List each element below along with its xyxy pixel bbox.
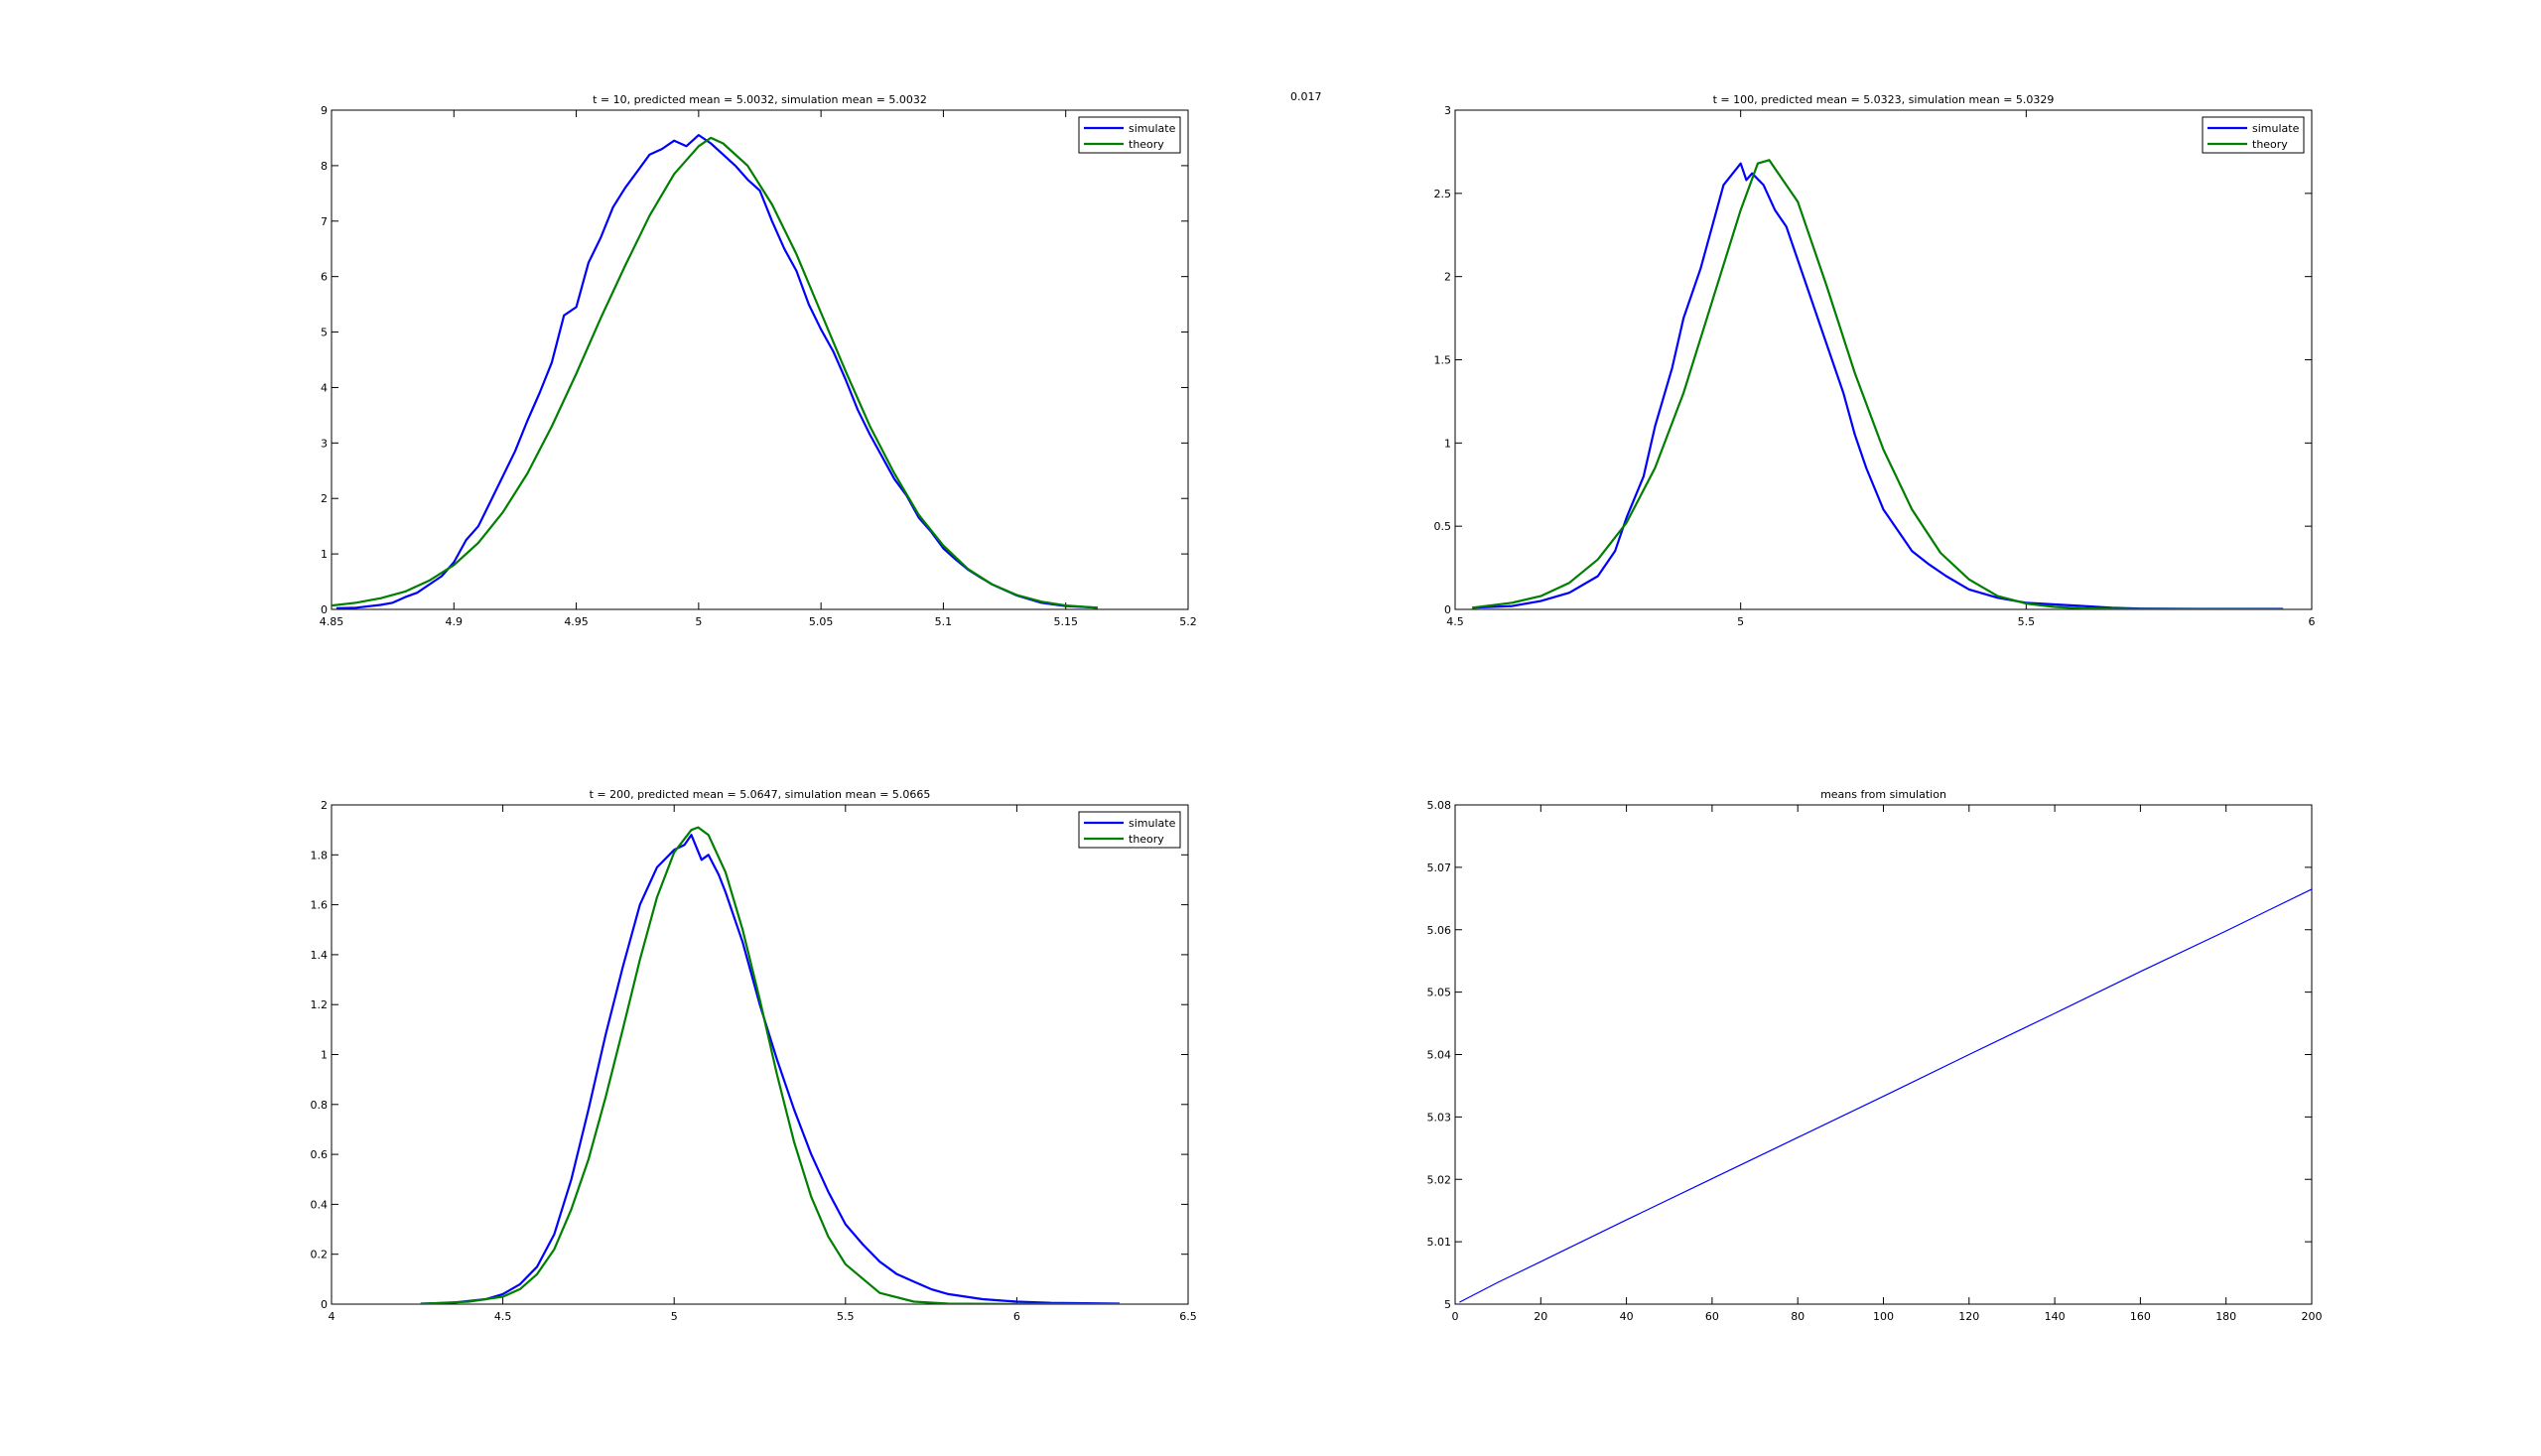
legend-box: [1078, 116, 1181, 154]
series-line-theory: [1472, 159, 2284, 609]
y-tick-label: 0.6: [311, 1148, 329, 1161]
y-tick-label: 0: [1444, 603, 1451, 616]
x-tick-label: 140: [2045, 1310, 2066, 1323]
chart-title: t = 10, predicted mean = 5.0032, simulat…: [593, 93, 927, 106]
y-tick-label: 1.6: [311, 899, 329, 912]
series-line-simulate: [420, 834, 1121, 1304]
y-tick-label: 9: [321, 104, 328, 117]
y-tick-label: 5.02: [1427, 1173, 1452, 1186]
y-tick-label: 5.04: [1427, 1049, 1452, 1062]
y-tick-label: 2.5: [1434, 188, 1452, 200]
x-tick-label: 5.15: [1053, 615, 1078, 628]
x-tick-label: 100: [1873, 1310, 1894, 1323]
y-tick-label: 5.01: [1427, 1236, 1452, 1249]
x-tick-label: 60: [1705, 1310, 1719, 1323]
chart-title: means from simulation: [1820, 788, 1946, 801]
y-tick-label: 5.08: [1427, 799, 1452, 812]
y-tick-label: 1: [321, 1049, 328, 1062]
x-tick-label: 5.05: [809, 615, 834, 628]
stray-label: 0.017: [1290, 90, 1322, 103]
x-tick-label: 4.85: [320, 615, 344, 628]
x-tick-label: 4.9: [446, 615, 464, 628]
series-line-theory: [332, 136, 1098, 609]
series-line-simulate: [335, 134, 1098, 609]
x-tick-label: 5.1: [935, 615, 953, 628]
chart-4: means from simulation 0 20 40 60 80 100 120 140 1…: [1427, 788, 2323, 1323]
y-tick-label: 2: [321, 799, 328, 812]
legend: simulate theory: [2202, 116, 2305, 154]
plot-area: [1454, 804, 2313, 1305]
legend-label-simulate: simulate: [2252, 122, 2300, 135]
legend-box: [1078, 811, 1181, 849]
plot-area: [1454, 109, 2313, 610]
y-tick-label: 0.2: [311, 1249, 329, 1261]
y-tick-label: 2: [321, 492, 328, 505]
legend-label-simulate: simulate: [1129, 817, 1176, 830]
x-tick-label: 4.95: [564, 615, 589, 628]
y-tick-label: 1: [321, 548, 328, 561]
x-tick-label: 6: [2309, 615, 2316, 628]
x-tick-label: 6.5: [1179, 1310, 1197, 1323]
x-tick-label: 5.5: [2018, 615, 2036, 628]
y-tick-label: 1.8: [311, 849, 329, 861]
legend-label-theory: theory: [1129, 833, 1164, 846]
x-tick-label: 120: [1958, 1310, 1979, 1323]
x-tick-label: 20: [1534, 1310, 1547, 1323]
x-tick-label: 5: [695, 615, 702, 628]
y-tick-label: 5.05: [1427, 987, 1452, 999]
y-tick-label: 5.03: [1427, 1111, 1452, 1124]
plot-area: [331, 804, 1189, 1305]
legend-box: [2202, 116, 2305, 154]
y-tick-label: 8: [321, 160, 328, 173]
y-tick-label: 4: [321, 381, 328, 394]
y-tick-label: 0.8: [311, 1099, 329, 1112]
legend: simulate theory: [1078, 116, 1181, 154]
y-tick-label: 1: [1444, 437, 1451, 450]
y-tick-label: 6: [321, 271, 328, 284]
y-tick-label: 5.07: [1427, 861, 1452, 874]
y-tick-label: 2: [1444, 271, 1451, 284]
x-tick-label: 4.5: [494, 1310, 512, 1323]
legend-label-theory: theory: [2252, 138, 2288, 151]
y-tick-label: 3: [321, 437, 328, 450]
y-tick-label: 3: [1444, 104, 1451, 117]
chart-title: t = 100, predicted mean = 5.0323, simula…: [1713, 93, 2055, 106]
y-tick-label: 0: [321, 1298, 328, 1311]
y-tick-label: 5.06: [1427, 924, 1452, 937]
y-tick-label: 1.4: [311, 949, 329, 962]
x-tick-label: 5: [1737, 615, 1744, 628]
x-tick-label: 80: [1791, 1310, 1805, 1323]
legend: simulate theory: [1078, 811, 1181, 849]
y-tick-label: 7: [321, 215, 328, 228]
y-tick-label: 5: [321, 327, 328, 339]
y-tick-label: 0.4: [311, 1198, 329, 1211]
chart-2: t = 100, predicted mean = 5.0323, simula…: [1434, 93, 2316, 628]
x-tick-label: 0: [1452, 1310, 1459, 1323]
y-tick-label: 1.2: [311, 998, 329, 1011]
legend-label-theory: theory: [1129, 138, 1164, 151]
x-tick-label: 180: [2215, 1310, 2236, 1323]
x-tick-label: 5: [671, 1310, 678, 1323]
x-tick-label: 6: [1013, 1310, 1020, 1323]
x-tick-label: 4: [329, 1310, 335, 1323]
y-tick-label: 1.5: [1434, 354, 1452, 367]
series-line-series-1: [1459, 888, 2312, 1303]
x-tick-label: 5.5: [837, 1310, 855, 1323]
y-tick-label: 0.5: [1434, 520, 1452, 533]
x-tick-label: 40: [1620, 1310, 1634, 1323]
legend-label-simulate: simulate: [1129, 122, 1176, 135]
y-tick-label: 5: [1444, 1298, 1451, 1311]
x-tick-label: 160: [2130, 1310, 2151, 1323]
x-tick-label: 5.2: [1179, 615, 1197, 628]
series-line-theory: [420, 826, 1121, 1304]
y-tick-label: 0: [321, 603, 328, 616]
x-tick-label: 200: [2302, 1310, 2323, 1323]
chart-1: t = 10, predicted mean = 5.0032, simulat…: [320, 93, 1197, 628]
x-tick-label: 4.5: [1446, 615, 1464, 628]
chart-title: t = 200, predicted mean = 5.0647, simula…: [590, 788, 931, 801]
chart-3: t = 200, predicted mean = 5.0647, simula…: [311, 788, 1197, 1323]
